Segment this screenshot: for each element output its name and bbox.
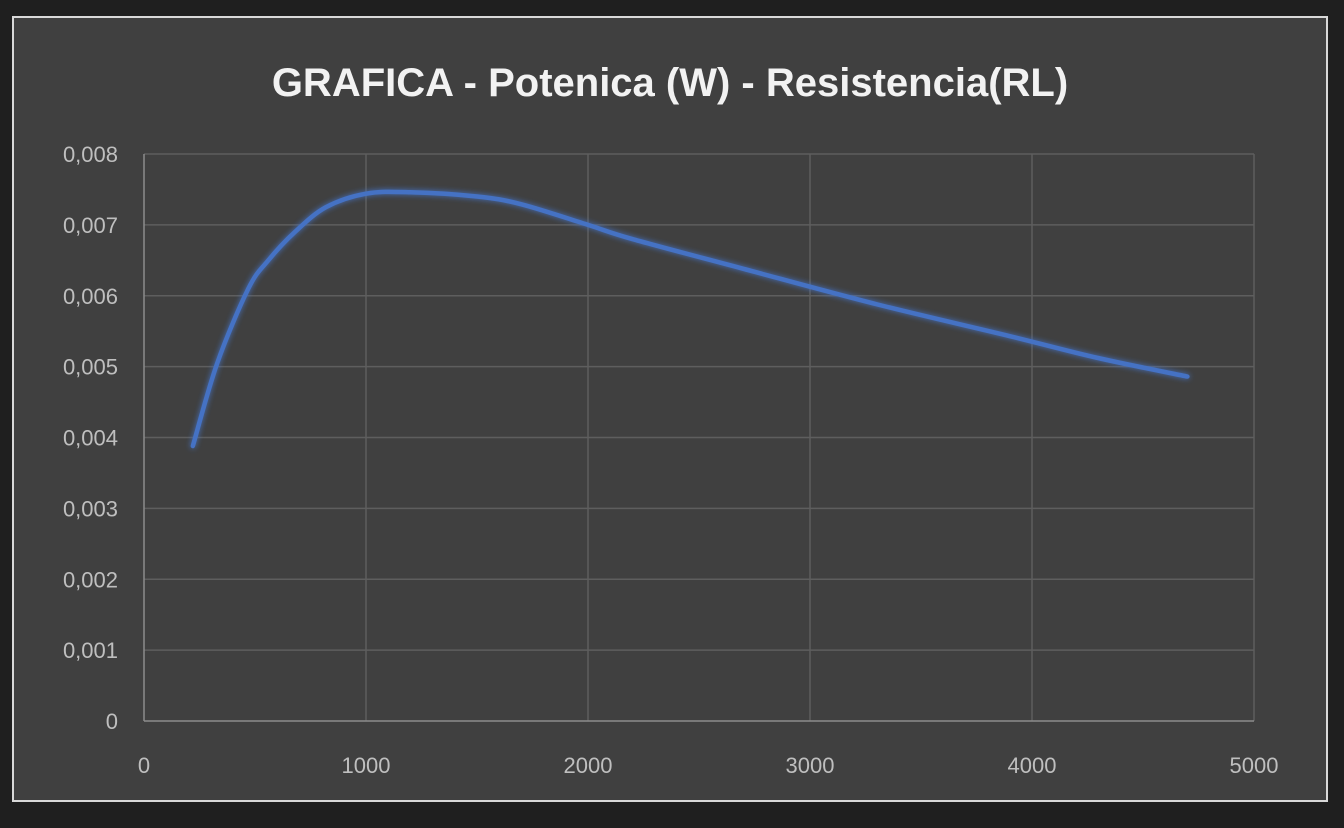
y-tick-label: 0,003 xyxy=(63,496,118,521)
x-tick-label: 5000 xyxy=(1230,753,1279,778)
y-axis-ticks: 0 0,001 0,002 0,003 0,004 0,005 0,006 0,007 0,00… xyxy=(63,142,118,734)
series-layer xyxy=(190,189,1190,449)
grid-layer xyxy=(143,153,1255,722)
y-tick-label: 0,001 xyxy=(63,638,118,663)
y-tick-label: 0,007 xyxy=(63,213,118,238)
x-tick-label: 1000 xyxy=(342,753,391,778)
chart-title: GRAFICA - Potenica (W) - Resistencia(RL) xyxy=(272,61,1068,105)
y-tick-label: 0,002 xyxy=(63,567,118,592)
chart-frame: GRAFICA - Potenica (W) - Resistencia(RL)… xyxy=(12,16,1328,802)
chart: GRAFICA - Potenica (W) - Resistencia(RL)… xyxy=(63,61,1279,778)
x-tick-label: 2000 xyxy=(564,753,613,778)
x-tick-label: 4000 xyxy=(1008,753,1057,778)
x-tick-label: 0 xyxy=(138,753,150,778)
y-tick-label: 0,004 xyxy=(63,426,118,451)
y-tick-label: 0,006 xyxy=(63,284,118,309)
y-tick-label: 0,005 xyxy=(63,355,118,380)
y-tick-label: 0,008 xyxy=(63,142,118,167)
y-tick-label: 0 xyxy=(106,709,118,734)
x-axis-ticks: 0 1000 2000 3000 4000 5000 xyxy=(138,753,1279,778)
x-tick-label: 3000 xyxy=(786,753,835,778)
series-line-0 xyxy=(190,189,1190,449)
